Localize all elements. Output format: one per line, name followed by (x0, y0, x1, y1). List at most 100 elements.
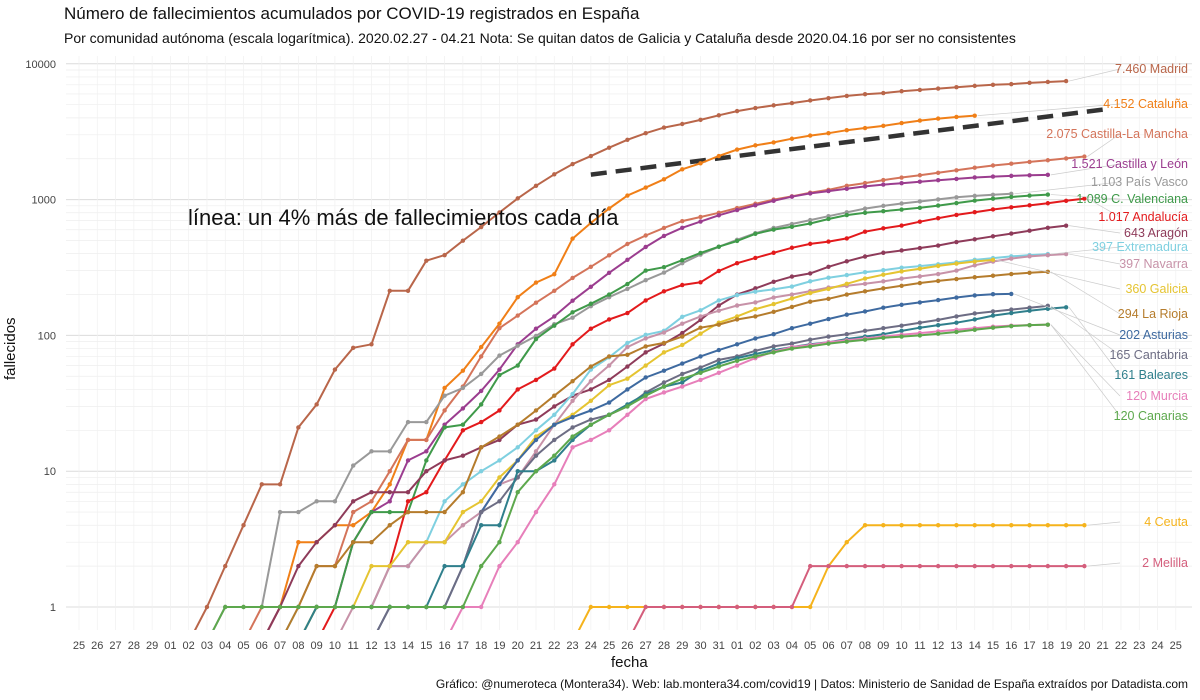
data-point (716, 303, 721, 308)
data-point (606, 270, 612, 276)
series-catalu-a (267, 113, 977, 630)
data-point (954, 168, 959, 173)
data-point (570, 236, 575, 241)
label-leader-line (1050, 163, 1121, 176)
data-point (844, 212, 849, 218)
x-tick-label: 18 (475, 640, 487, 652)
data-point (826, 286, 831, 292)
data-point (588, 398, 594, 403)
data-point (625, 281, 630, 287)
data-point (405, 540, 411, 545)
data-point (351, 523, 356, 528)
data-point (935, 86, 941, 91)
data-point (826, 188, 831, 194)
data-point (497, 482, 502, 487)
data-point (552, 458, 557, 463)
data-point (515, 422, 520, 427)
data-point (1009, 563, 1014, 569)
data-point (826, 239, 831, 244)
x-tick-label: 15 (987, 640, 999, 652)
data-point (387, 288, 392, 294)
data-point (881, 279, 886, 284)
series-pa-s-vasco (212, 191, 1014, 630)
x-tick-label: 22 (1115, 640, 1127, 652)
data-point (698, 280, 703, 285)
data-point (424, 509, 429, 515)
data-point (771, 140, 776, 145)
data-point (808, 563, 813, 569)
series-castilla-y-le-n (267, 172, 1051, 630)
data-point (533, 377, 539, 383)
label-leader-line (1069, 68, 1121, 82)
data-point (862, 180, 868, 186)
data-point (789, 284, 795, 289)
data-point (296, 604, 301, 610)
data-point (1027, 308, 1032, 313)
x-tick-label: 06 (256, 640, 268, 652)
data-point (844, 339, 849, 344)
data-point (716, 370, 721, 376)
data-point (1045, 172, 1051, 178)
data-point (844, 563, 849, 569)
data-point (515, 445, 520, 450)
data-point (497, 408, 502, 413)
data-point (1027, 305, 1032, 310)
x-axis-label: fecha (611, 654, 648, 671)
data-point (808, 221, 813, 226)
data-point (808, 133, 813, 138)
data-point (332, 523, 338, 528)
data-point (826, 216, 831, 222)
y-tick-label: 10000 (25, 59, 56, 71)
data-point (424, 458, 429, 463)
data-point (899, 323, 904, 328)
data-point (935, 170, 941, 176)
data-point (1045, 563, 1051, 569)
data-point (716, 364, 721, 369)
data-point (734, 358, 740, 364)
data-point (552, 393, 557, 398)
data-point (716, 268, 721, 274)
data-point (680, 225, 685, 230)
data-point (424, 469, 429, 474)
data-point (881, 523, 886, 528)
y-tick-label: 100 (38, 330, 56, 342)
data-point (844, 128, 849, 133)
series-end-label: 397 Extremadura (1092, 240, 1188, 254)
data-point (753, 143, 758, 148)
data-point (478, 344, 484, 350)
data-point (552, 272, 557, 277)
data-point (223, 563, 228, 569)
data-point (625, 137, 630, 142)
data-point (625, 604, 630, 610)
data-point (1063, 156, 1069, 161)
data-point (1009, 523, 1014, 528)
data-point (552, 437, 557, 443)
data-point (990, 309, 996, 314)
data-point (789, 346, 795, 351)
data-point (442, 458, 447, 463)
data-point (351, 499, 356, 504)
x-tick-label: 12 (932, 640, 944, 652)
data-point (789, 274, 795, 279)
data-point (405, 458, 411, 463)
data-point (862, 276, 868, 281)
data-point (625, 344, 630, 350)
data-point (588, 364, 594, 369)
data-point (881, 226, 886, 231)
data-point (935, 116, 941, 121)
data-point (1045, 322, 1051, 327)
x-tick-label: 15 (420, 640, 432, 652)
data-point (515, 540, 520, 545)
data-point (241, 604, 246, 610)
data-point (497, 563, 502, 569)
data-point (698, 331, 703, 336)
data-point (680, 330, 685, 336)
data-point (808, 344, 813, 349)
data-point (533, 509, 539, 515)
data-point (990, 163, 996, 168)
data-point (314, 604, 319, 610)
data-point (899, 302, 904, 308)
data-point (698, 161, 703, 166)
data-point (917, 118, 923, 123)
data-point (588, 284, 594, 289)
